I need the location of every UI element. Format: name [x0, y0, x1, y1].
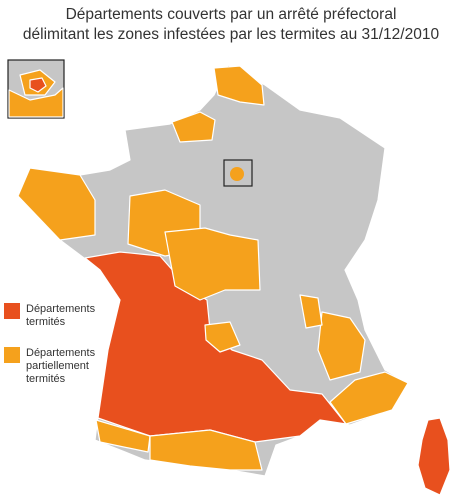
partial-zone [299, 294, 323, 329]
partial-zone [213, 65, 265, 106]
partial-zone [317, 311, 366, 381]
partial-zone [17, 167, 96, 241]
corsica [417, 417, 451, 496]
legend-swatch [4, 303, 20, 319]
title-line: Départements couverts par un arrêté préf… [65, 6, 397, 23]
legend-item: Départements termités [4, 303, 106, 329]
partial-zone [204, 321, 241, 353]
inset-paris [29, 77, 47, 93]
legend-label: Départements termités [26, 303, 96, 328]
partial-zone [164, 227, 261, 301]
inset-zone [8, 87, 64, 118]
paris-area [230, 167, 244, 181]
legend-label: Départements partiellement termités [26, 347, 96, 385]
paris-box [223, 159, 253, 187]
partial-zone [329, 371, 409, 425]
legend-swatch [4, 347, 20, 363]
legend-item: Départements partiellement termités [4, 347, 106, 386]
partial-zone [171, 111, 216, 143]
partial-zone [149, 429, 263, 471]
title-line: délimitant les zones infestées par les t… [22, 26, 440, 43]
partial-zone [95, 419, 151, 453]
